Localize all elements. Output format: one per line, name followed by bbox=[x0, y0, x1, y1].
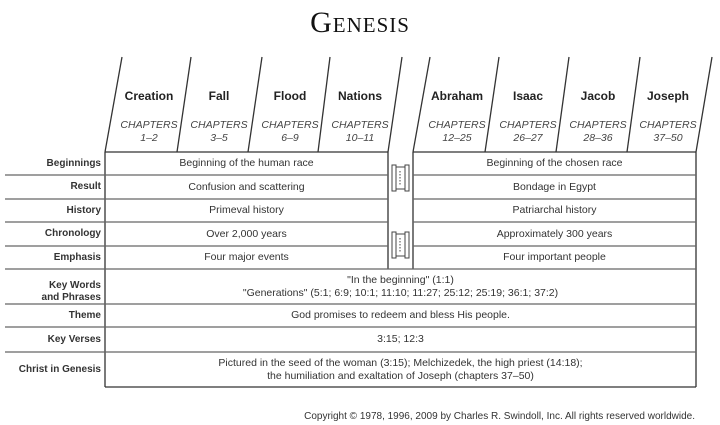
section-joseph: Joseph CHAPTERS 37–50 bbox=[632, 89, 704, 145]
cell-christ: Pictured in the seed of the woman (3:15)… bbox=[105, 352, 696, 387]
cell-chronology-left: Over 2,000 years bbox=[206, 227, 287, 240]
page-title: Genesis bbox=[310, 6, 410, 39]
chapters-range: 3–5 bbox=[210, 132, 228, 144]
cell-chronology-right: Approximately 300 years bbox=[496, 227, 613, 240]
scroll-icon bbox=[391, 164, 410, 192]
section-name: Jacob bbox=[580, 89, 616, 103]
chapters-range: 1–2 bbox=[140, 132, 158, 144]
section-name: Creation bbox=[124, 89, 174, 103]
row-label-history: History bbox=[66, 204, 101, 216]
chapters-label: CHAPTERS bbox=[190, 119, 248, 131]
section-fall: Fall CHAPTERS 3–5 bbox=[183, 89, 255, 145]
cell-result-left: Confusion and scattering bbox=[188, 180, 305, 193]
chapters-range: 28–36 bbox=[583, 132, 613, 144]
cell-emphasis-left: Four major events bbox=[204, 251, 289, 263]
chapters-range: 10–11 bbox=[345, 132, 375, 144]
row-label-key-verses: Key Verses bbox=[47, 333, 101, 345]
chapters-label: CHAPTERS bbox=[499, 119, 557, 131]
copyright-notice: Copyright © 1978, 1996, 2009 by Charles … bbox=[304, 411, 695, 422]
row-label-line: and Phrases bbox=[41, 292, 101, 303]
section-creation: Creation CHAPTERS 1–2 bbox=[113, 89, 185, 145]
cell-result-right: Bondage in Egypt bbox=[513, 180, 596, 193]
section-name: Nations bbox=[337, 89, 382, 103]
section-name: Isaac bbox=[512, 89, 544, 103]
row-label-christ: Christ in Genesis bbox=[18, 363, 101, 375]
cell-history-right: Patriarchal history bbox=[512, 204, 597, 216]
scroll-icon bbox=[391, 231, 410, 259]
chapters-range: 26–27 bbox=[513, 132, 543, 144]
section-isaac: Isaac CHAPTERS 26–27 bbox=[492, 89, 564, 145]
section-abraham: Abraham CHAPTERS 12–25 bbox=[421, 89, 493, 145]
section-name: Abraham bbox=[430, 89, 483, 103]
christ-line: Pictured in the seed of the woman (3:15)… bbox=[218, 356, 583, 369]
cell-beginnings-right: Beginning of the chosen race bbox=[486, 157, 623, 169]
chapters-range: 37–50 bbox=[653, 132, 683, 144]
cell-emphasis-right: Four important people bbox=[503, 251, 606, 263]
row-label-beginnings: Beginnings bbox=[46, 157, 101, 169]
row-label-theme: Theme bbox=[68, 309, 101, 321]
section-name: Flood bbox=[273, 89, 307, 103]
chapters-range: 6–9 bbox=[281, 132, 299, 144]
row-label-result: Result bbox=[70, 181, 101, 192]
cell-beginnings-left: Beginning of the human race bbox=[179, 157, 314, 169]
chapters-label: CHAPTERS bbox=[569, 119, 627, 131]
section-nations: Nations CHAPTERS 10–11 bbox=[324, 89, 396, 145]
cell-key-words: "In the beginning" (1:1) "Generations" (… bbox=[105, 269, 696, 304]
cell-history-left: Primeval history bbox=[209, 204, 284, 216]
chapters-label: CHAPTERS bbox=[331, 119, 389, 131]
cell-key-verses: 3:15; 12:3 bbox=[377, 333, 424, 345]
cell-theme: God promises to redeem and bless His peo… bbox=[291, 309, 510, 321]
row-label-emphasis: Emphasis bbox=[53, 251, 101, 263]
christ-line: the humiliation and exaltation of Joseph… bbox=[267, 369, 534, 382]
chapters-label: CHAPTERS bbox=[120, 119, 178, 131]
section-jacob: Jacob CHAPTERS 28–36 bbox=[562, 89, 634, 145]
chapters-range: 12–25 bbox=[442, 132, 472, 144]
chapters-label: CHAPTERS bbox=[639, 119, 697, 131]
section-flood: Flood CHAPTERS 6–9 bbox=[254, 89, 326, 145]
section-name: Fall bbox=[208, 89, 230, 103]
row-label-key-words: Key Words and Phrases bbox=[5, 269, 101, 304]
key-words-line: "In the beginning" (1:1) bbox=[347, 273, 454, 286]
section-name: Joseph bbox=[646, 89, 689, 103]
row-label-line: Key Words bbox=[48, 280, 101, 291]
row-label-chronology: Chronology bbox=[44, 228, 101, 239]
chapters-label: CHAPTERS bbox=[261, 119, 319, 131]
chapters-label: CHAPTERS bbox=[428, 119, 486, 131]
key-words-line: "Generations" (5:1; 6:9; 10:1; 11:10; 11… bbox=[242, 286, 559, 299]
